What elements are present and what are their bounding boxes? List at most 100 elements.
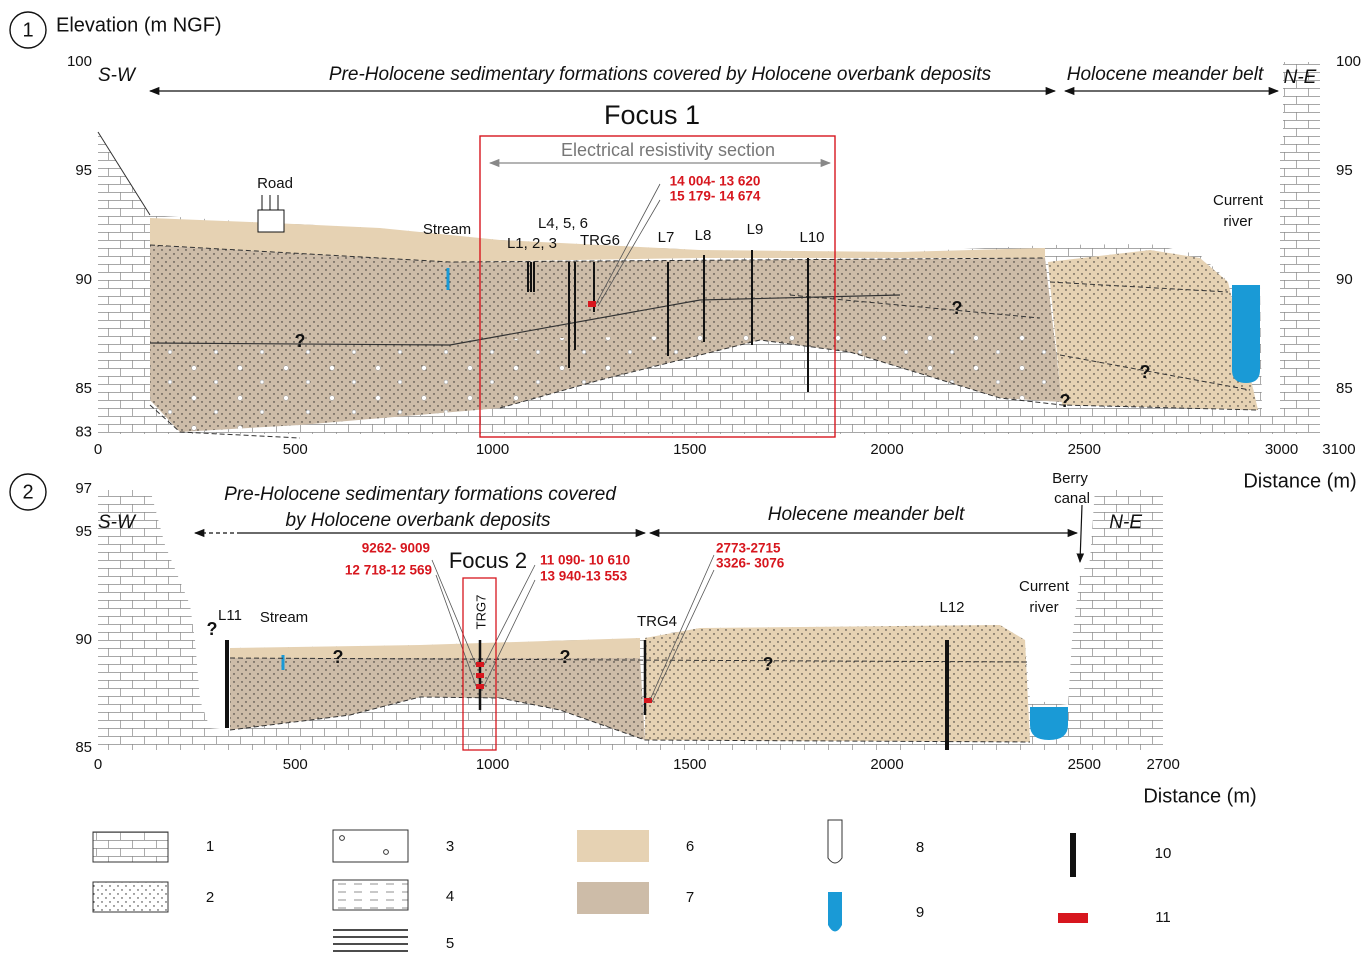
legend-pebble	[383, 849, 389, 855]
y-tick-label: 85	[75, 739, 92, 756]
river-water	[1232, 285, 1260, 383]
x-tick-label: 1500	[673, 756, 706, 773]
legend-label: 11	[1155, 909, 1171, 926]
legend-label: 6	[686, 838, 694, 855]
axis-title: Elevation (m NGF)	[56, 14, 222, 36]
unit-7-pebbles	[150, 330, 1062, 432]
x-tick-label: 2000	[870, 441, 903, 458]
site-label: L11	[218, 607, 242, 624]
uncertain-mark: ?	[763, 654, 774, 674]
unit-6	[150, 218, 1045, 262]
y-tick-label: 90	[75, 271, 92, 288]
date-label: 2773-2715	[716, 541, 781, 556]
cliff	[97, 131, 151, 216]
y-tick-label: 83	[75, 424, 92, 441]
focus-box	[462, 577, 497, 751]
side-label: N-E	[1109, 512, 1142, 533]
legend-label: 5	[446, 935, 454, 952]
panel-badge	[9, 473, 47, 511]
legend-swatch	[828, 892, 842, 932]
sky	[150, 489, 1095, 730]
dated-sample	[588, 301, 596, 307]
y-tick-label: 90	[1336, 271, 1353, 288]
legend-label: 3	[446, 838, 454, 855]
side-label: N-E	[1284, 67, 1317, 88]
site-label: canal	[1054, 490, 1090, 507]
panel-1	[9, 11, 1320, 439]
sky	[97, 58, 1283, 410]
site-label: Current	[1019, 578, 1070, 595]
x-tick-label: 1000	[476, 756, 509, 773]
legend-label: 2	[206, 889, 214, 906]
unit-6	[230, 638, 640, 658]
date-label: 12 718-12 569	[345, 563, 432, 578]
x-tick-label: 0	[94, 441, 102, 458]
meander-dots	[645, 625, 1030, 742]
uncertain-mark: ?	[295, 331, 306, 351]
zone-label: by Holocene overbank deposits	[285, 510, 551, 531]
date-label: 15 179- 14 674	[670, 189, 761, 204]
x-tick-label: 2500	[1068, 441, 1101, 458]
leader	[595, 183, 661, 307]
y-tick-label: 95	[1336, 162, 1353, 179]
meander-dots	[1048, 250, 1258, 410]
legend-label: 9	[916, 904, 924, 921]
legend	[92, 819, 1088, 952]
section-label: Electrical resistivity section	[561, 140, 775, 160]
y-tick-label: 95	[75, 523, 92, 540]
base-line	[149, 339, 1259, 439]
road-icon	[257, 195, 285, 233]
uncertain-mark: ?	[1060, 391, 1071, 411]
side-label: S-W	[98, 512, 137, 533]
site-label: river	[1029, 599, 1058, 616]
panel-number: 2	[22, 481, 33, 503]
site-label: L4, 5, 6	[538, 215, 588, 232]
legend-label: 4	[446, 888, 454, 905]
legend-swatch	[92, 831, 169, 863]
canal-arrow	[1076, 504, 1085, 563]
panel-badge	[9, 11, 47, 49]
y-tick-label: 97	[75, 480, 92, 497]
y-tick-label: 85	[75, 380, 92, 397]
site-label: Road	[257, 175, 293, 192]
x-tick-label: 0	[94, 756, 102, 773]
x-tick-label: 500	[283, 441, 308, 458]
legend-label: 10	[1155, 845, 1172, 862]
site-label: L12	[939, 599, 964, 616]
limestone	[1283, 62, 1320, 434]
legend-swatch	[1070, 833, 1076, 877]
uncertain-mark: ?	[1140, 362, 1151, 382]
leader	[431, 554, 715, 703]
x-tick-label: 1500	[673, 441, 706, 458]
zone-label: Pre-Holocene sedimentary formations cove…	[329, 64, 992, 85]
focus-title: Focus 1	[604, 100, 700, 130]
site-label: TRG7	[473, 595, 488, 630]
legend-swatch	[577, 882, 649, 914]
uncertain-mark: ?	[952, 298, 963, 318]
y-tick-label: 100	[1336, 53, 1361, 70]
site-label: Stream	[260, 609, 308, 626]
legend-swatch	[827, 819, 843, 864]
legend-swatch	[333, 929, 408, 952]
site-label: L8	[695, 227, 712, 244]
dated-samples	[476, 662, 652, 703]
x-tick-label: 2500	[1068, 756, 1101, 773]
legend-pebble	[339, 835, 345, 841]
date-label: 9262- 9009	[362, 541, 430, 556]
x-tick-label: 2000	[870, 756, 903, 773]
zone-label: Pre-Holocene sedimentary formations cove…	[224, 484, 617, 505]
site-label: river	[1223, 213, 1252, 230]
legend-swatch	[577, 830, 649, 862]
x-tick-label: 2700	[1146, 756, 1179, 773]
legend-label: 7	[686, 889, 694, 906]
y-tick-label: 90	[75, 631, 92, 648]
x-tick-label: 500	[283, 756, 308, 773]
date-label: 3326- 3076	[716, 556, 785, 571]
zone-label: Holocene meander belt	[1067, 64, 1264, 85]
river-water	[1030, 707, 1068, 740]
panel-2	[9, 473, 1163, 751]
legend-swatch	[92, 881, 169, 913]
site-label: TRG4	[637, 613, 677, 630]
zone-label: Holecene meander belt	[768, 504, 965, 525]
